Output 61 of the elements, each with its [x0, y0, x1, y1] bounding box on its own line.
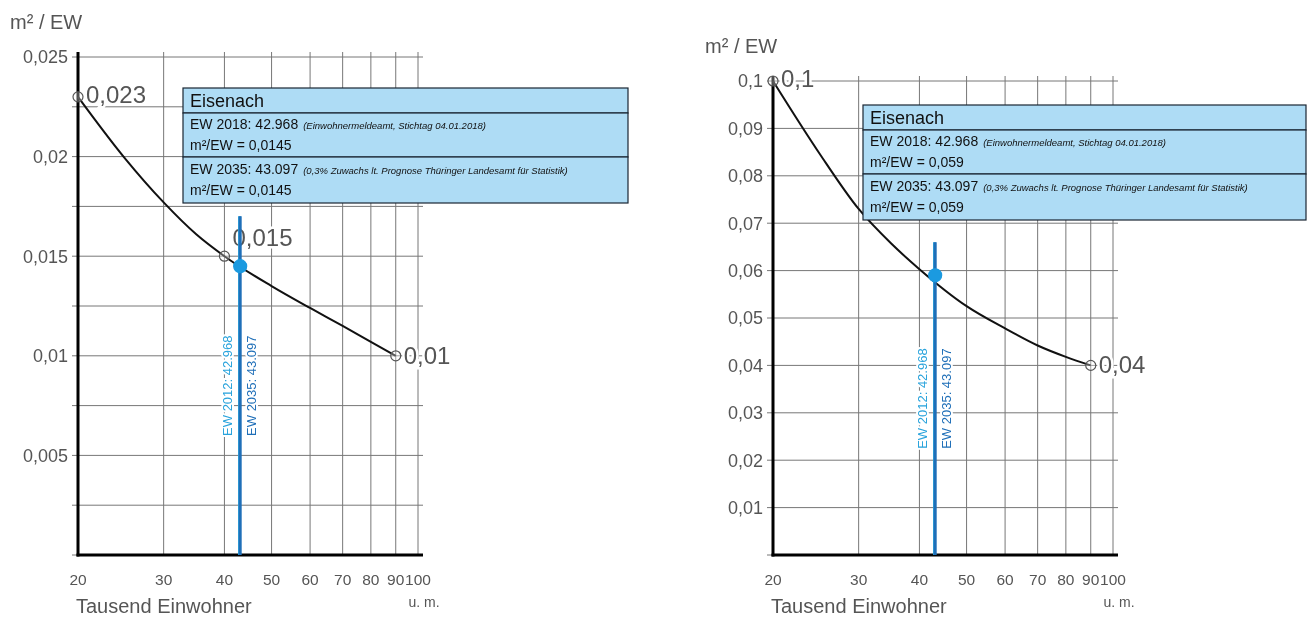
- text: EW 2012: 42.968: [219, 335, 235, 436]
- text: u. m.: [1103, 594, 1135, 610]
- y-tick-label: 0,09: [727, 118, 763, 139]
- x-tick-label: 60: [301, 571, 320, 588]
- annotation: (0,3% Zuwachs lt. Prognose Thüringer Landesamt für Statistik): [983, 182, 1248, 193]
- y-tick-label: 0,03: [727, 403, 763, 424]
- y-tick-label: 0,01: [32, 346, 68, 367]
- x-axis-title: Tausend Einwohner: [771, 595, 948, 617]
- y-tick-label: 0,06: [727, 260, 763, 281]
- x-tick-label: 30: [850, 571, 868, 588]
- data-label: 0,04: [1098, 351, 1146, 379]
- annotation: EW 2018: 42.968: [190, 116, 299, 132]
- x-tick-label: 100: [1100, 571, 1127, 588]
- x-tick-label: 80: [362, 571, 380, 588]
- y-tick-label: 0,02: [727, 450, 763, 471]
- annotation: EW 2018: 42.968: [870, 133, 979, 149]
- data-label: 0,1: [781, 65, 815, 92]
- annotation: EW 2035: 43.097: [190, 161, 299, 177]
- y-tick-label: 0,025: [22, 47, 68, 68]
- annotation: (0,3% Zuwachs lt. Prognose Thüringer Landesamt für Statistik): [303, 165, 568, 176]
- x-tick-label: 50: [262, 571, 281, 588]
- x-tick-label: 50: [957, 571, 976, 588]
- y-tick-label: 0,015: [22, 246, 68, 267]
- x-tick-label: 20: [764, 571, 782, 588]
- x-tick-label: 80: [1057, 571, 1075, 588]
- data-label: 0,01: [403, 341, 451, 369]
- y-axis-title: m² / EW: [705, 35, 778, 57]
- x-tick-label: 60: [996, 571, 1015, 588]
- annotation: Eisenach: [870, 108, 945, 128]
- annotation: m²/EW = 0,059: [870, 154, 964, 170]
- x-tick-label: 40: [910, 571, 929, 588]
- text: EW 2035: 43.097: [939, 348, 955, 449]
- x-tick-label: 70: [334, 571, 352, 588]
- text: EW 2035: 43.097: [244, 335, 260, 436]
- annotation: (Einwohnermeldeamt, Stichtag 04.01.2018): [983, 137, 1166, 148]
- y-tick-label: 0,04: [727, 355, 763, 376]
- x-tick-label: 100: [405, 571, 432, 588]
- x-tick-label: 30: [155, 571, 173, 588]
- y-tick-label: 0,07: [727, 213, 763, 234]
- x-axis-title: Tausend Einwohner: [76, 595, 253, 617]
- annotation: m²/EW = 0,0145: [190, 137, 292, 153]
- x-tick-label: 90: [1082, 571, 1100, 588]
- text: EW 2012: 42.968: [914, 348, 930, 449]
- annotation: m²/EW = 0,059: [870, 199, 964, 215]
- y-tick-label: 0,1: [737, 71, 763, 92]
- y-tick-label: 0,05: [727, 308, 763, 329]
- y-tick-label: 0,01: [727, 497, 763, 518]
- x-tick-label: 90: [387, 571, 405, 588]
- annotation: EW 2035: 43.097: [870, 178, 979, 194]
- annotation: Eisenach: [190, 91, 265, 111]
- annotation: (Einwohnermeldeamt, Stichtag 04.01.2018): [303, 120, 486, 131]
- x-tick-label: 20: [69, 571, 87, 588]
- y-axis-title: m² / EW: [10, 11, 83, 33]
- y-tick-label: 0,08: [727, 166, 763, 187]
- text: u. m.: [408, 594, 440, 610]
- data-label: 0,023: [86, 80, 147, 108]
- annotation: m²/EW = 0,0145: [190, 182, 292, 198]
- y-tick-label: 0,02: [32, 146, 68, 167]
- y-tick-label: 0,005: [22, 445, 68, 466]
- x-tick-label: 70: [1029, 571, 1047, 588]
- x-tick-label: 40: [215, 571, 234, 588]
